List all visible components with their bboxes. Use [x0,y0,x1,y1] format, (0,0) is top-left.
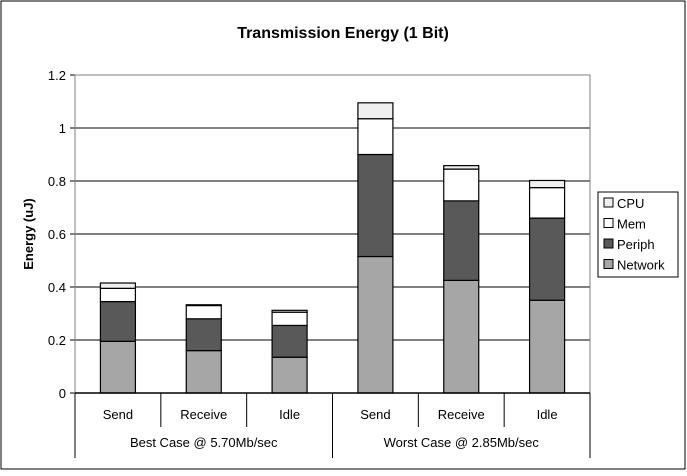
x-tick-label: Receive [180,407,227,422]
legend-swatch-cpu [603,197,614,208]
bar-segment-cpu [99,282,137,289]
bar-segment-periph [357,153,394,258]
bar-segment-cpu [185,304,222,307]
bar-segment-network [528,299,566,394]
x-tick-label: Idle [279,407,300,422]
x-tick-label: Receive [438,407,485,422]
y-tick-label: 0.4 [48,280,66,295]
legend-label-mem: Mem [617,217,646,232]
bar-segment-network [357,255,394,394]
legend-swatch-network [603,259,614,269]
legend-label-cpu: CPU [617,196,644,211]
y-tick-label: 0.2 [48,333,66,348]
bar-segment-mem [185,304,222,320]
y-tick-label: 1.2 [48,68,66,83]
y-tick-label: 0.6 [48,227,66,242]
bar-segment-periph [528,217,566,301]
bar-segment-cpu [528,179,566,189]
bar-segment-cpu [443,165,480,170]
chart-title: Transmission Energy (1 Bit) [237,25,449,42]
bar-segment-cpu [271,309,308,313]
x-tick-label: Send [360,407,390,422]
x-group-label: Worst Case @ 2.85Mb/sec [384,435,540,450]
y-tick-label: 1 [59,121,66,136]
bar-segment-periph [443,200,480,281]
y-axis-label: Energy (uJ) [21,198,36,270]
x-tick-label: Send [103,407,133,422]
legend-swatch-periph [603,238,614,249]
bar-segment-periph [99,300,137,342]
bar-segment-network [185,350,222,394]
y-tick-label: 0.8 [48,174,66,189]
bar-segment-cpu [357,102,394,120]
x-tick-label: Idle [537,407,558,422]
bar-segment-mem [357,118,394,156]
x-group-label: Best Case @ 5.70Mb/sec [130,435,278,450]
bar-segment-periph [271,324,308,358]
bar-segment-mem [99,287,137,303]
legend-label-network: Network [617,258,665,273]
bar-segment-network [99,340,137,394]
bar-segment-periph [185,318,222,352]
y-tick-label: 0 [59,386,66,401]
legend-label-periph: Periph [617,237,655,252]
bar-segment-network [443,279,480,394]
bar-segment-mem [271,311,308,327]
bar-segment-mem [443,168,480,202]
bar-segment-mem [528,187,566,219]
legend-swatch-mem [603,218,614,228]
bar-segment-network [271,356,308,394]
